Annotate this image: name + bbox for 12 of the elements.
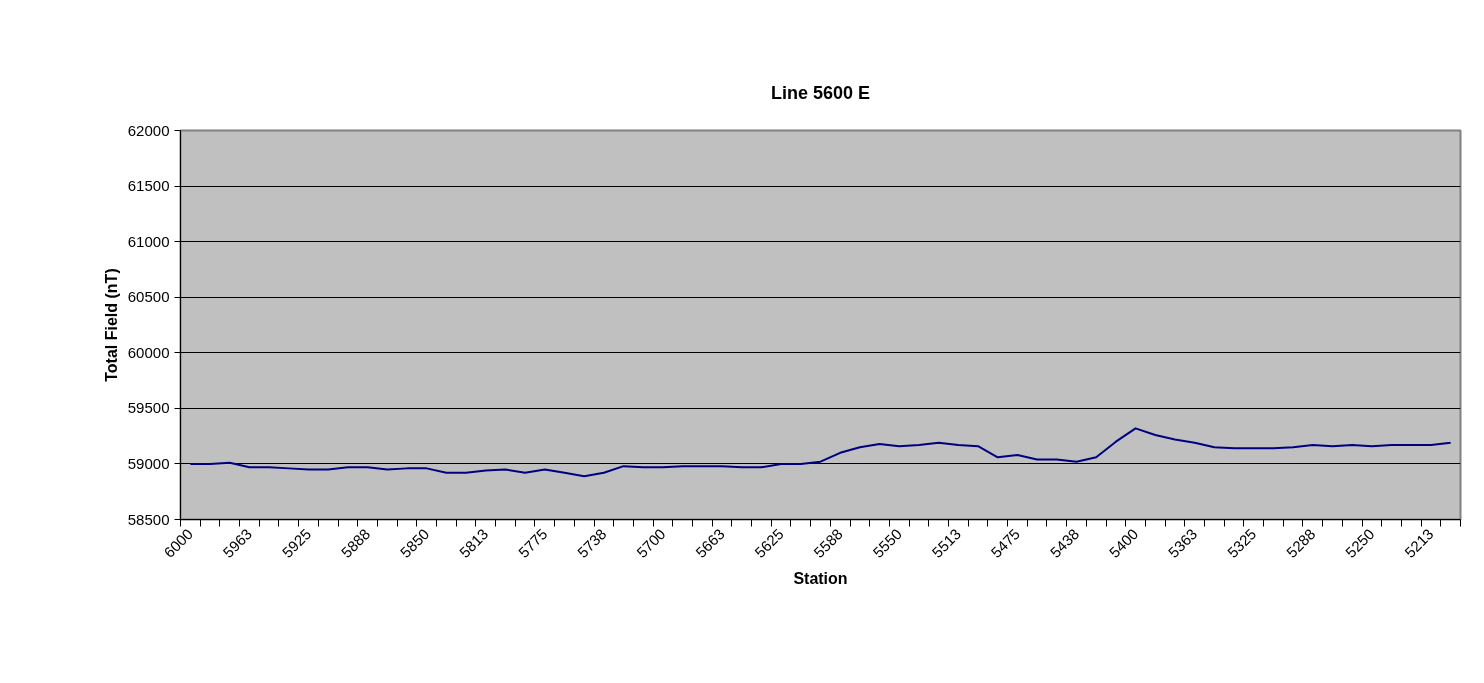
x-axis-title: Station bbox=[793, 570, 848, 588]
line-series bbox=[189, 427, 1452, 478]
y-tick-label: 59000 bbox=[127, 454, 170, 472]
y-tick-label: 61000 bbox=[127, 232, 170, 250]
y-tick-label: 62000 bbox=[127, 121, 170, 139]
y-tick-label: 61500 bbox=[127, 177, 170, 195]
y-tick-label: 60500 bbox=[127, 288, 170, 306]
chart-title: Line 5600 E bbox=[770, 83, 871, 103]
y-tick-label: 60000 bbox=[127, 343, 170, 361]
y-axis-title: Total Field (nT) bbox=[102, 268, 120, 382]
y-tick-label: 58500 bbox=[127, 510, 170, 528]
y-tick-label: 59500 bbox=[127, 399, 170, 417]
